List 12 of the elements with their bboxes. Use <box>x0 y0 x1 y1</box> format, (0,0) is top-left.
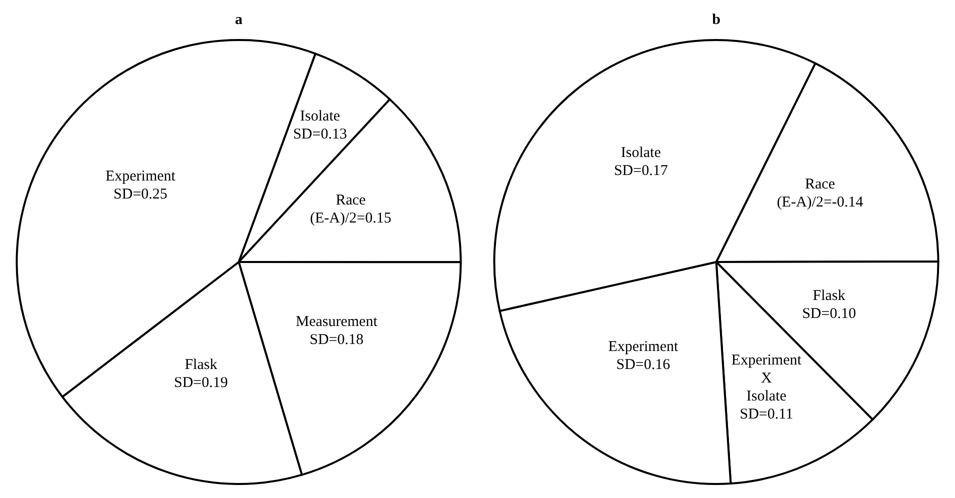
slice-label: Flask SD=0.10 <box>802 288 856 322</box>
slice-label: Flask SD=0.19 <box>174 357 228 392</box>
slice-label: Isolate SD=0.17 <box>614 144 668 179</box>
slice-label: Race (E-A)/2=0.15 <box>310 192 392 226</box>
slice-label: Experiment SD=0.25 <box>105 168 176 203</box>
slice-label: Experiment SD=0.16 <box>608 338 679 373</box>
slice-label: Isolate SD=0.13 <box>293 108 347 143</box>
chart-title: a <box>235 12 243 28</box>
slice-label: Measurement SD=0.18 <box>296 314 378 348</box>
chart-title: b <box>712 12 720 28</box>
slice-label: Race (E-A)/2=-0.14 <box>776 176 864 211</box>
slice-label: Experiment X Isolate SD=0.11 <box>731 352 802 422</box>
